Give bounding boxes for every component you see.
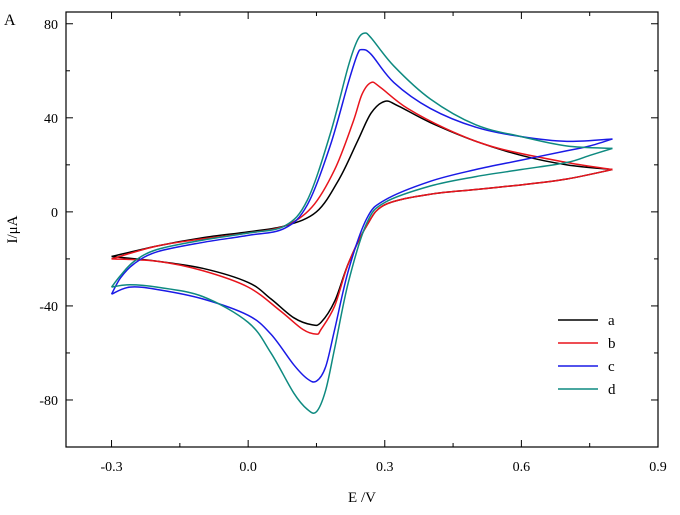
panel-label: A: [4, 12, 16, 29]
series-b: [111, 81, 613, 335]
series-d: [110, 32, 613, 414]
plot-area: [65, 11, 659, 448]
series-c: [110, 48, 613, 383]
axes-layer: -0.3 0.0 0.3 0.6 0.9 -80 -40 0 40 80: [39, 12, 667, 475]
series-d-forward-scan: [110, 32, 613, 288]
x-tick-label: 0.3: [376, 460, 394, 475]
x-tick-label: 0.6: [513, 460, 531, 475]
legend-label-c: c: [608, 359, 615, 375]
series-c-forward-scan: [110, 48, 613, 295]
legend-label-a: a: [608, 313, 615, 329]
series-c-reverse-scan: [111, 138, 613, 383]
y-tick-label: 0: [51, 206, 58, 221]
series-layer: [110, 32, 613, 414]
series-b-reverse-scan: [111, 168, 613, 335]
y-tick-label: 80: [44, 18, 58, 33]
y-tick-label: -40: [39, 300, 58, 315]
plot-frame: [65, 11, 659, 448]
y-axis-title: I/μA: [5, 215, 21, 243]
y-tick-label: -80: [39, 394, 58, 409]
x-tick-label: 0.0: [239, 460, 257, 475]
x-tick-label: 0.9: [649, 460, 667, 475]
series-d-reverse-scan: [111, 147, 613, 414]
legend-label-d: d: [608, 382, 616, 398]
x-axis-title: E /V: [348, 490, 376, 506]
x-tick-label: -0.3: [100, 460, 122, 475]
series-a-reverse-scan: [111, 168, 613, 327]
y-tick-label: 40: [44, 112, 58, 127]
legend-label-b: b: [608, 336, 616, 352]
